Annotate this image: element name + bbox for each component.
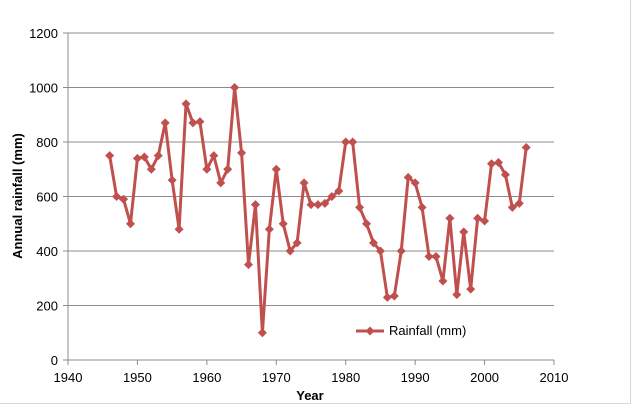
rainfall-data-point	[445, 213, 455, 223]
x-tick-label: 1950	[123, 370, 152, 385]
x-tick-label: 1970	[262, 370, 291, 385]
rainfall-data-point	[417, 202, 427, 212]
rainfall-data-point	[431, 251, 441, 261]
rainfall-data-point	[132, 153, 142, 163]
x-axis-title: Year	[296, 388, 323, 403]
rainfall-data-point	[410, 178, 420, 188]
rainfall-data-point	[500, 170, 510, 180]
rainfall-data-point	[292, 238, 302, 248]
rainfall-data-point	[209, 151, 219, 161]
rainfall-data-point	[320, 198, 330, 208]
rainfall-data-point	[160, 118, 170, 128]
rainfall-data-point	[334, 186, 344, 196]
rainfall-data-point	[195, 117, 205, 127]
rainfall-data-point	[125, 219, 135, 229]
rainfall-data-point	[480, 216, 490, 226]
rainfall-data-point	[202, 164, 212, 174]
rainfall-data-point	[362, 219, 372, 229]
rainfall-data-point	[348, 137, 358, 147]
rainfall-data-point	[223, 164, 233, 174]
rainfall-data-point	[278, 219, 288, 229]
rainfall-data-point	[396, 246, 406, 256]
rainfall-data-point	[514, 198, 524, 208]
rainfall-data-point	[403, 172, 413, 182]
legend-diamond-marker	[365, 326, 375, 336]
rainfall-data-point	[459, 227, 469, 237]
rainfall-data-point	[188, 118, 198, 128]
rainfall-data-point	[174, 224, 184, 234]
rainfall-data-point	[285, 246, 295, 256]
rainfall-data-point	[375, 246, 385, 256]
y-axis-title: Annual rainfall (mm)	[10, 133, 25, 259]
rainfall-data-point	[507, 202, 517, 212]
rainfall-data-point	[264, 224, 274, 234]
rainfall-data-point	[250, 200, 260, 210]
rainfall-data-point	[389, 291, 399, 301]
rainfall-data-point	[327, 192, 337, 201]
rainfall-data-point	[153, 151, 163, 161]
x-tick-label: 1980	[331, 370, 360, 385]
rainfall-data-point	[424, 251, 434, 261]
y-tick-label: 1200	[29, 26, 58, 41]
rainfall-data-point	[230, 83, 240, 92]
rainfall-data-point	[438, 276, 448, 286]
y-tick-label: 400	[36, 244, 58, 259]
rainfall-data-point	[112, 192, 122, 201]
rainfall-data-point	[257, 328, 267, 338]
rainfall-data-point	[382, 292, 392, 302]
rainfall-data-point	[105, 151, 115, 161]
y-tick-label: 0	[51, 353, 58, 368]
rainfall-data-point	[368, 238, 378, 248]
rainfall-data-point	[473, 213, 483, 223]
rainfall-data-point	[452, 290, 462, 300]
legend: Rainfall (mm)	[356, 323, 466, 338]
x-tick-label: 2010	[540, 370, 569, 385]
rainfall-data-point	[119, 194, 129, 204]
x-tick-label: 1940	[54, 370, 83, 385]
rainfall-data-point	[271, 164, 281, 174]
y-tick-label: 1000	[29, 81, 58, 96]
rainfall-data-point	[341, 137, 351, 147]
rainfall-data-point	[216, 178, 226, 188]
rainfall-series-line	[108, 86, 528, 335]
rainfall-data-point	[493, 157, 503, 167]
rainfall-data-point	[181, 99, 191, 109]
legend-label: Rainfall (mm)	[389, 323, 466, 338]
y-tick-label: 800	[36, 135, 58, 150]
x-tick-label: 1960	[192, 370, 221, 385]
rainfall-data-point	[299, 178, 309, 188]
rainfall-data-point	[237, 148, 247, 158]
rainfall-data-point	[244, 260, 254, 270]
rainfall-data-point	[146, 164, 156, 174]
y-tick-label: 600	[36, 190, 58, 205]
rainfall-data-point	[313, 200, 323, 210]
x-tick-label: 2000	[470, 370, 499, 385]
rainfall-data-point	[139, 152, 149, 162]
rainfall-data-point	[306, 200, 316, 210]
x-tick-label: 1990	[401, 370, 430, 385]
y-tick-label: 200	[36, 299, 58, 314]
rainfall-data-point	[487, 159, 497, 169]
rainfall-data-point	[466, 284, 476, 294]
rainfall-data-point	[355, 202, 365, 212]
rainfall-data-point	[521, 142, 531, 152]
rainfall-data-point	[167, 175, 177, 185]
